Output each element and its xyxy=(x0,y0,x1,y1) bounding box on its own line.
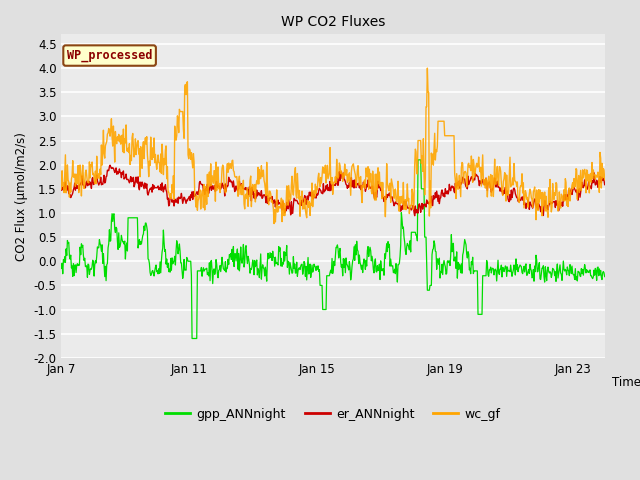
Text: WP_processed: WP_processed xyxy=(67,49,152,62)
Legend: gpp_ANNnight, er_ANNnight, wc_gf: gpp_ANNnight, er_ANNnight, wc_gf xyxy=(161,403,506,426)
Title: WP CO2 Fluxes: WP CO2 Fluxes xyxy=(281,15,385,29)
Y-axis label: CO2 Flux (μmol/m2/s): CO2 Flux (μmol/m2/s) xyxy=(15,132,28,261)
X-axis label: Time: Time xyxy=(612,375,640,389)
